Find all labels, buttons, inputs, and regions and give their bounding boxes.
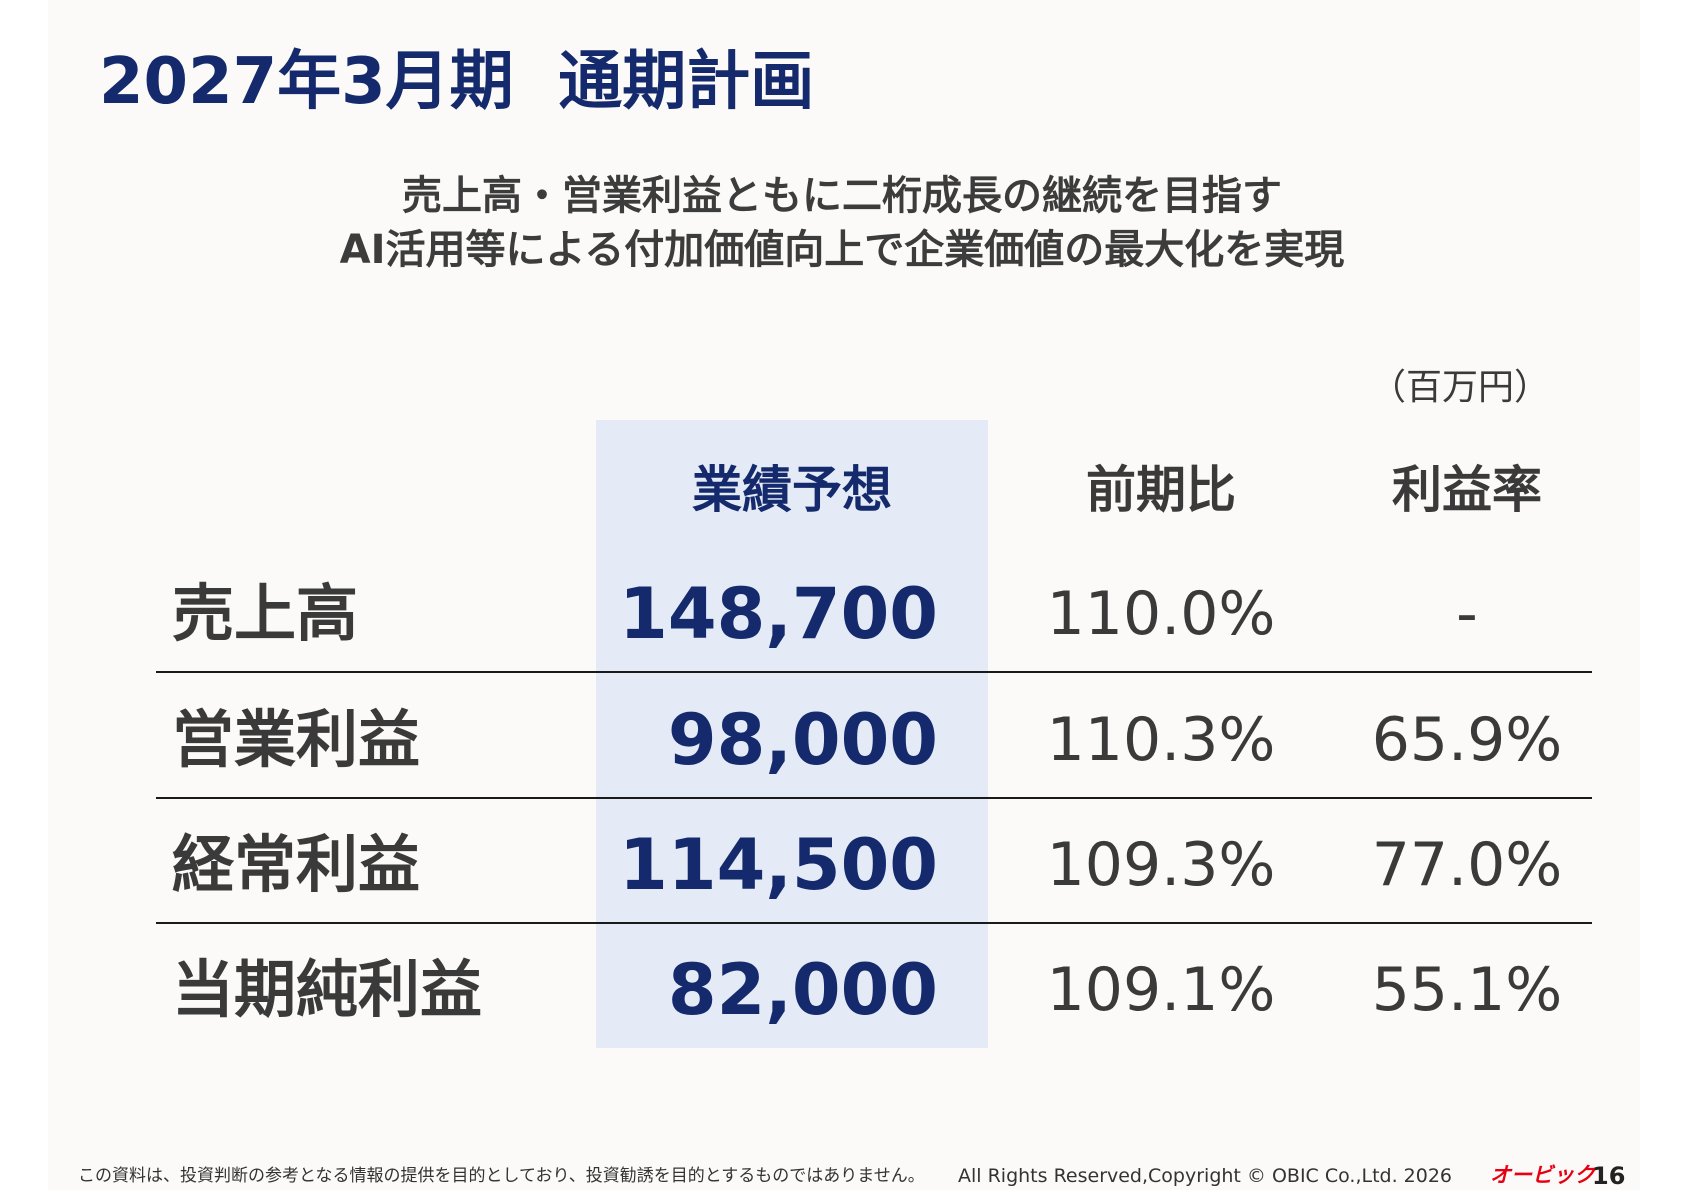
row-label: 売上高 bbox=[172, 577, 359, 650]
yoy-value: 109.3% bbox=[1046, 830, 1276, 900]
subtitle-line-1: 売上高・営業利益ともに二桁成長の継続を目指す bbox=[402, 173, 1282, 219]
margin-value: 55.1% bbox=[1371, 955, 1563, 1025]
yoy-value: 110.3% bbox=[1046, 705, 1276, 775]
yoy-value: 109.1% bbox=[1046, 955, 1276, 1025]
page-number: 16 bbox=[1592, 1162, 1626, 1190]
subtitle-line-2: AI活用等による付加価値向上で企業価値の最大化を実現 bbox=[339, 227, 1345, 273]
header-forecast: 業績予想 bbox=[692, 461, 892, 519]
margin-value: 77.0% bbox=[1371, 830, 1563, 900]
page-title: 2027年3月期 通期計画 bbox=[99, 45, 815, 119]
row-label: 経常利益 bbox=[172, 828, 421, 901]
forecast-value: 82,000 bbox=[667, 949, 938, 1031]
company-logo: オービック bbox=[1490, 1163, 1595, 1187]
row-divider bbox=[156, 671, 1592, 673]
row-divider bbox=[156, 922, 1592, 924]
forecast-value: 98,000 bbox=[667, 699, 938, 781]
row-label: 当期純利益 bbox=[172, 953, 483, 1026]
yoy-value: 110.0% bbox=[1046, 579, 1276, 649]
row-divider bbox=[156, 797, 1592, 799]
unit-label: （百万円） bbox=[1370, 367, 1551, 408]
header-yoy: 前期比 bbox=[1086, 461, 1236, 519]
header-margin: 利益率 bbox=[1392, 461, 1542, 519]
row-label: 営業利益 bbox=[172, 703, 421, 776]
forecast-column-highlight bbox=[596, 420, 988, 1048]
footer-copyright: All Rights Reserved,Copyright © OBIC Co.… bbox=[958, 1165, 1453, 1187]
footer-disclaimer: この資料は、投資判断の参考となる情報の提供を目的としており、投資勧誘を目的とする… bbox=[78, 1166, 925, 1186]
forecast-value: 114,500 bbox=[619, 824, 938, 906]
forecast-value: 148,700 bbox=[619, 573, 938, 655]
margin-value: - bbox=[1456, 579, 1478, 649]
margin-value: 65.9% bbox=[1371, 705, 1563, 775]
